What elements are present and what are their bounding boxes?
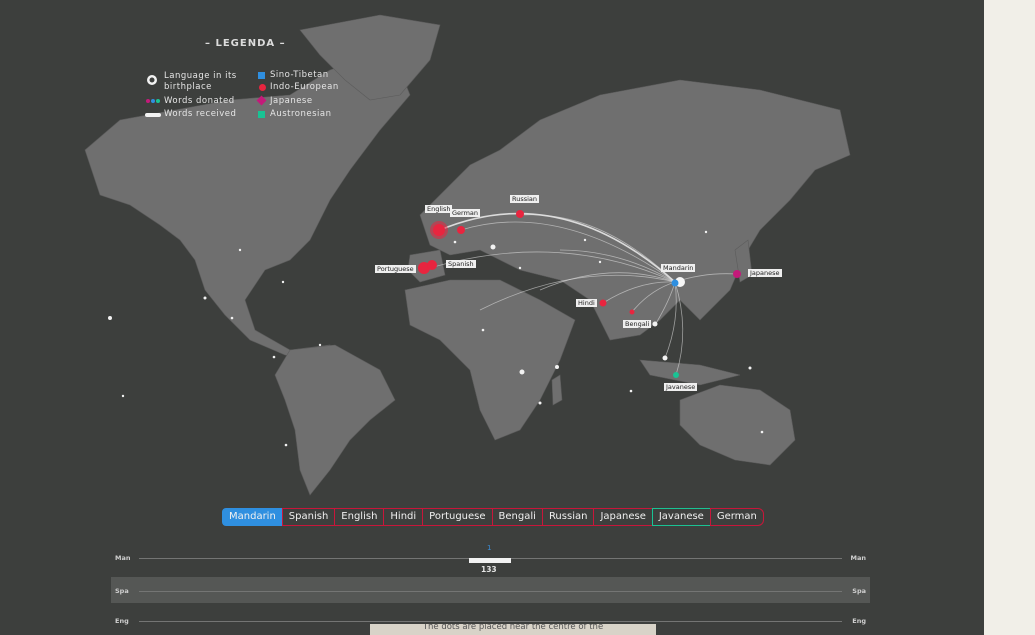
legend-donated-label: Words donated (164, 96, 235, 106)
south-america (274, 344, 396, 496)
lang-button-portuguese[interactable]: Portuguese (422, 508, 493, 526)
city-label-portuguese: Portuguese (375, 265, 416, 273)
language-selector: Mandarin Spanish English Hindi Portugues… (222, 508, 764, 526)
track-row: Eng Eng (111, 609, 870, 635)
city-label-german: German (450, 209, 481, 217)
slider-top-value: 1 (487, 544, 492, 552)
track-line (139, 621, 842, 622)
indonesia (639, 359, 741, 386)
madagascar (551, 374, 563, 406)
city-label-russian: Russian (510, 195, 540, 203)
australia (679, 384, 796, 466)
bottom-note: The dots are placed near the centre of t… (370, 624, 656, 635)
slider-value: 133 (481, 565, 497, 574)
lang-button-spanish[interactable]: Spanish (281, 508, 336, 526)
legend-birthplace-label: Language in its birthplace (164, 71, 237, 92)
city-label-bengali: Bengali (623, 320, 652, 328)
map-panel: – LEGENDA – Language in its birthplace W… (0, 0, 984, 635)
lang-button-mandarin[interactable]: Mandarin (222, 508, 283, 526)
track-row: Spa Spa (111, 577, 870, 603)
lang-button-russian[interactable]: Russian (541, 508, 595, 526)
track-line (139, 591, 842, 592)
austronesian-swatch (258, 111, 265, 118)
greenland (299, 14, 441, 101)
track-label-right: Man (850, 554, 866, 562)
lang-button-german[interactable]: German (709, 508, 764, 526)
city-label-javanese: Javanese (664, 383, 698, 391)
lang-button-english[interactable]: English (334, 508, 385, 526)
track-label-left: Eng (115, 617, 129, 625)
lang-button-japanese[interactable]: Japanese (593, 508, 653, 526)
lang-button-hindi[interactable]: Hindi (383, 508, 424, 526)
track-label-left: Spa (115, 587, 129, 595)
world-map (84, 14, 851, 496)
city-label-spanish: Spanish (446, 260, 476, 268)
slider-handle[interactable] (469, 558, 511, 563)
africa (404, 279, 576, 441)
family-label: Austronesian (270, 109, 332, 119)
track-label-right: Eng (852, 617, 866, 625)
city-label-english: English (425, 205, 453, 213)
lang-button-bengali[interactable]: Bengali (491, 508, 543, 526)
word-dots (108, 230, 764, 447)
city-label-japanese: Japanese (748, 269, 782, 277)
multicolor-dots-icon (146, 99, 160, 103)
city-label-hindi: Hindi (576, 299, 597, 307)
language-markers (418, 210, 741, 378)
track-label-left: Man (115, 554, 131, 562)
family-label: Sino-Tibetan (270, 70, 329, 80)
lang-button-javanese[interactable]: Javanese (651, 508, 711, 526)
legend-title: – LEGENDA – (205, 38, 286, 49)
sino-tibetan-swatch (258, 72, 265, 79)
word-arcs (429, 212, 738, 376)
white-line-icon (145, 113, 161, 117)
family-label: Indo-European (270, 82, 339, 92)
north-america (84, 59, 411, 371)
family-label: Japanese (270, 96, 313, 106)
white-dot-icon (147, 75, 157, 85)
indo-european-swatch (259, 84, 266, 91)
legend-received-label: Words received (164, 109, 237, 119)
track-label-right: Spa (852, 587, 866, 595)
city-label-mandarin: Mandarin (661, 264, 696, 272)
